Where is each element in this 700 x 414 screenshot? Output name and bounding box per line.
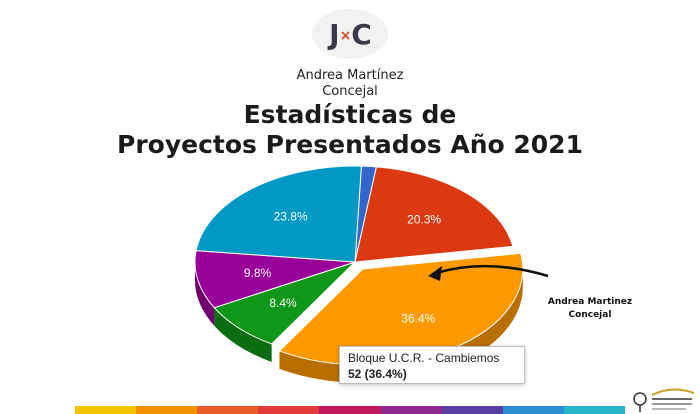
page-title-line2: Proyectos Presentados Año 2021 [117,130,583,159]
radio-station-logo [633,388,695,412]
callout-line2: Concejal [568,310,612,320]
footer-color-stripe [75,406,625,414]
pie-slice[interactable] [354,166,514,263]
stripe-segment [136,406,198,414]
tooltip-value: 52 (36.4%) [348,367,407,381]
slice-percent-label: 20.3% [407,212,441,226]
stripe-segment [75,406,137,414]
logo-badge: J×C [312,9,388,59]
stripe-segment [380,406,442,414]
pie-slice[interactable] [194,250,356,309]
pie-slice[interactable] [195,165,362,263]
page-title-line1: Estadísticas de [243,100,457,129]
pie-slice-side [195,262,215,326]
stripe-segment [563,406,625,414]
stripe-segment [258,406,320,414]
logo-text: J×C [329,17,372,51]
slice-percent-label: 8.4% [269,296,297,310]
author-name: Andrea Martínez [296,68,404,83]
slice-percent-label: 23.8% [274,210,308,224]
slice-percent-label: 9.8% [244,266,272,280]
callout-arrowhead [428,266,442,281]
chart-tooltip: Bloque U.C.R. - Cambiemos 52 (36.4%) [339,346,525,384]
stripe-segment [441,406,503,414]
tooltip-name: Bloque U.C.R. - Cambiemos [348,351,500,365]
stripe-segment [319,406,381,414]
author-role: Concejal [322,84,378,99]
stripe-segment [197,406,259,414]
slice-percent-label: 36.4% [401,311,435,325]
callout-arrow [435,264,549,278]
callout-label: Andrea Martinez Concejal [520,296,660,322]
callout-line1: Andrea Martinez [547,297,633,307]
stripe-segment [502,406,564,414]
